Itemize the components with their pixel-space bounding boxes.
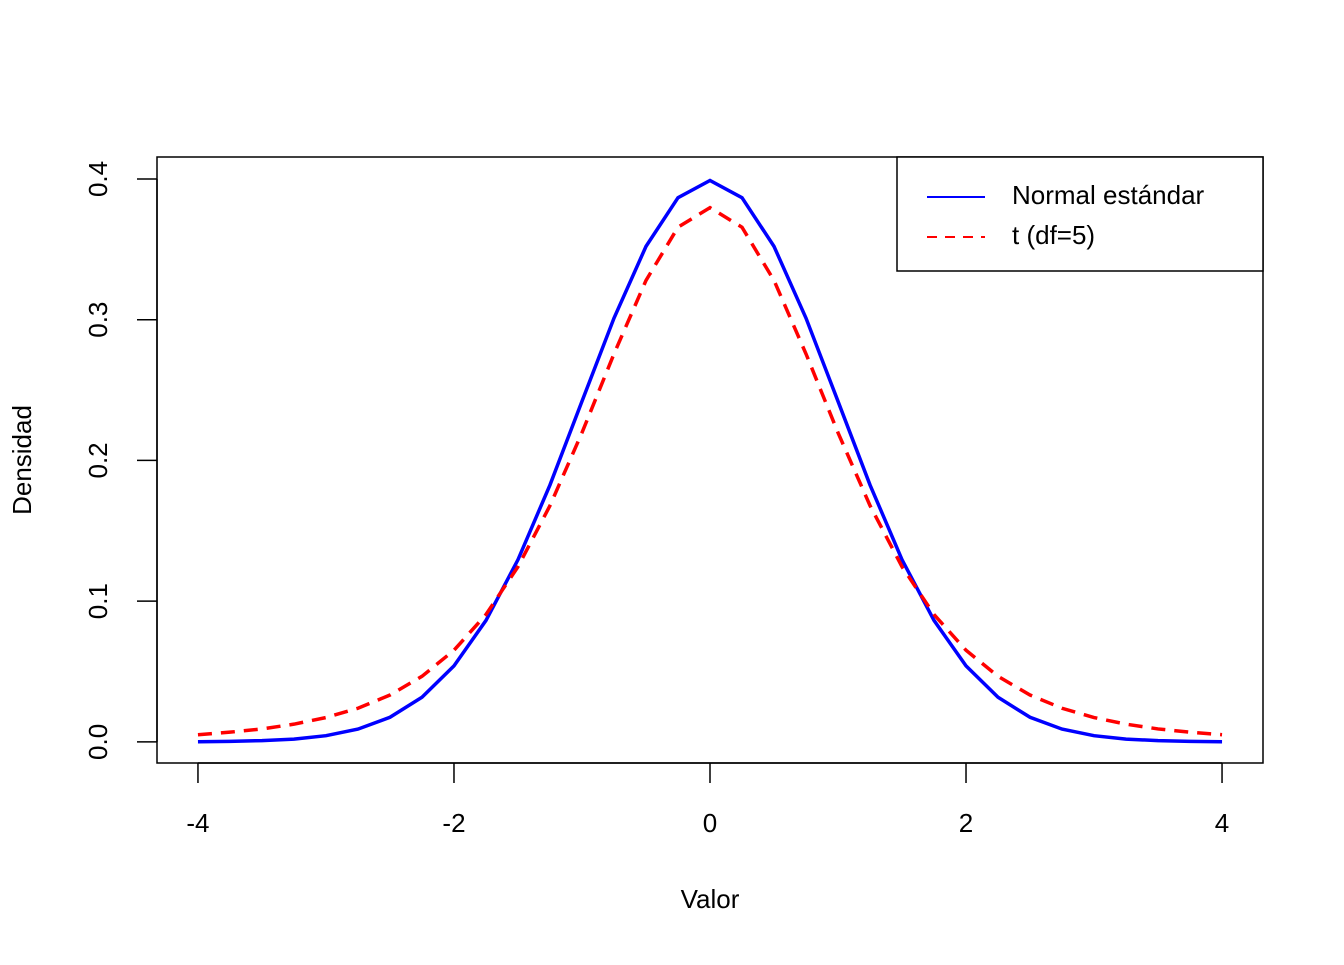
x-tick-label: -4 [186,808,209,838]
x-tick-label: 0 [703,808,717,838]
x-tick-label: 4 [1215,808,1229,838]
series-line [197,205,1223,737]
series-line [197,178,1223,744]
legend-label: Normal estándar [1012,180,1205,210]
legend-label: t (df=5) [1012,220,1095,250]
y-tick-label: 0.4 [83,161,113,197]
x-tick-label: 2 [959,808,973,838]
y-tick-label: 0.1 [83,583,113,619]
x-axis-label: Valor [681,884,740,914]
legend-box [896,156,1264,272]
x-tick-label: -2 [442,808,465,838]
y-tick-label: 0.3 [83,302,113,338]
y-tick-label: 0.2 [83,442,113,478]
y-axis-label: Densidad [7,405,37,515]
y-tick-label: 0.0 [83,724,113,760]
